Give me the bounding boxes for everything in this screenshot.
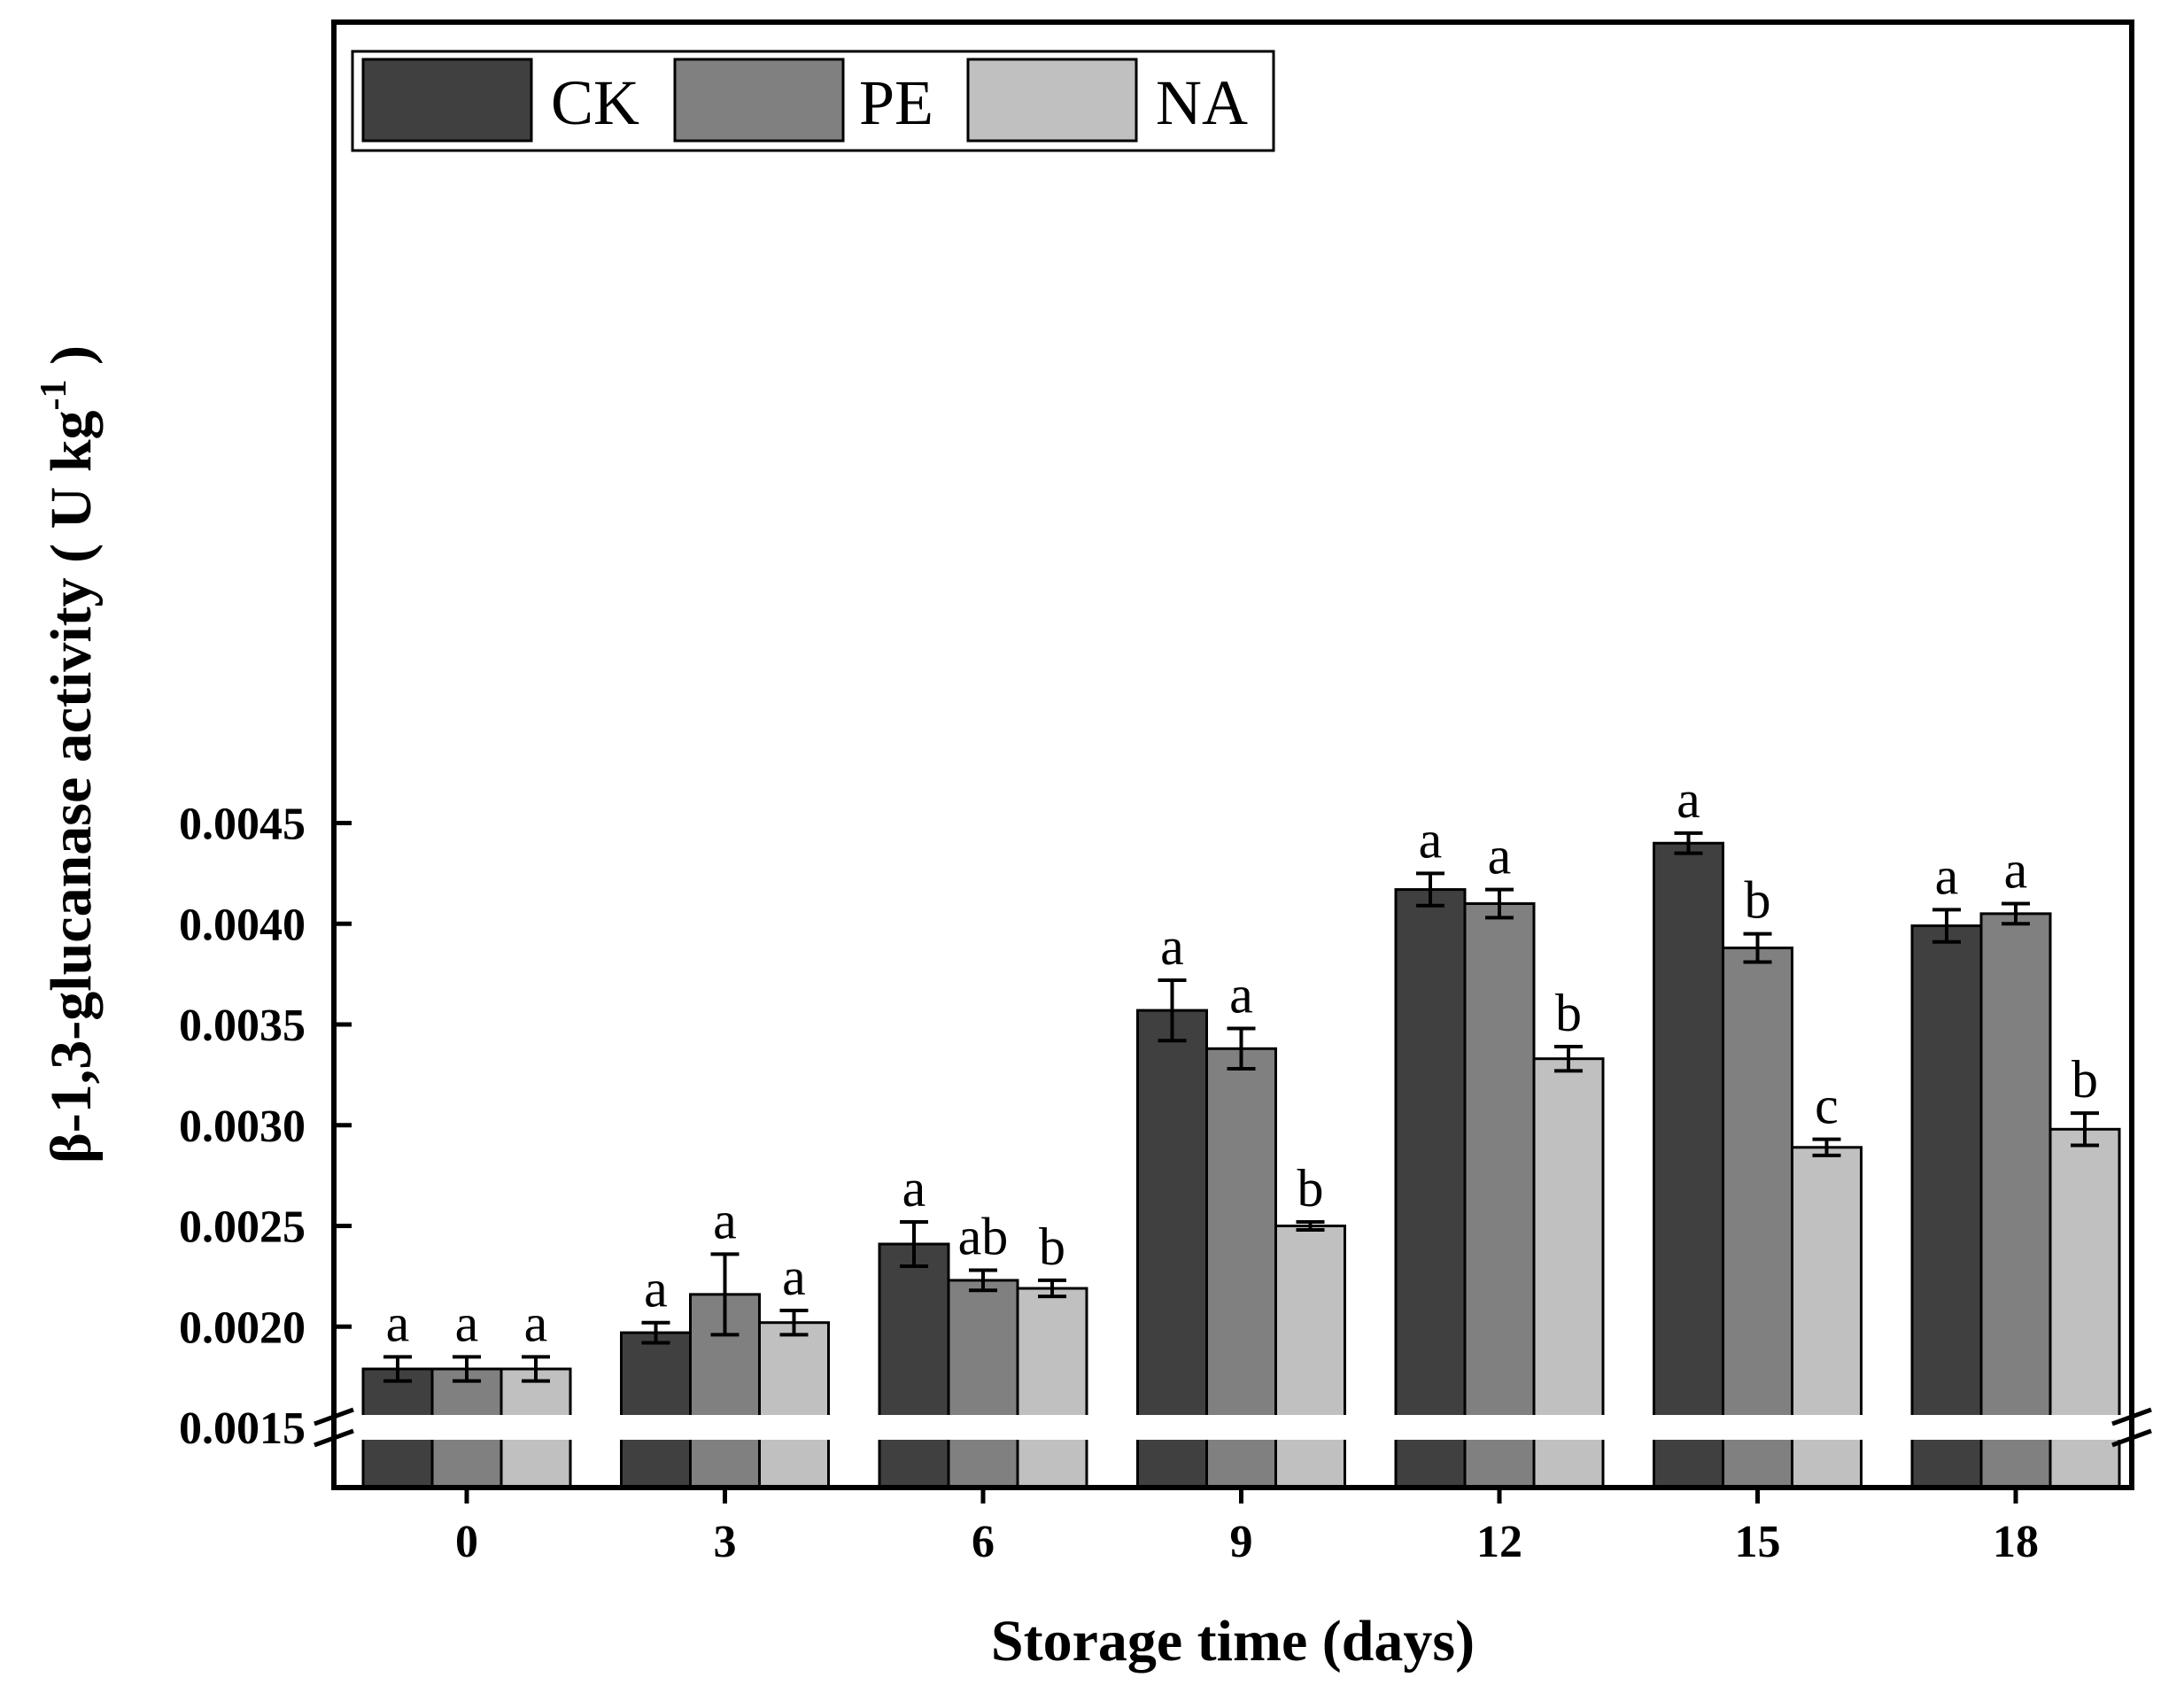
bar-CK-day-18 xyxy=(1910,924,1983,1489)
bar-NA-day-3 xyxy=(758,1321,830,1489)
legend-label-NA: NA xyxy=(1156,67,1248,138)
error-bar-NA-day-0 xyxy=(522,1355,550,1383)
error-bars-layer xyxy=(383,831,2099,1383)
y-tick-label: 0.0035 xyxy=(179,1001,306,1051)
significance-letter-NA-day-15: c xyxy=(1815,1077,1839,1135)
bar-PE-day-18 xyxy=(1979,912,2052,1489)
y-axis: 0.0015 0.0020 0.0025 0.0030 0.0035 0.0040 0.00… xyxy=(179,800,352,1454)
error-bar-PE-day-0 xyxy=(453,1355,481,1383)
significance-letter-PE-day-12: a xyxy=(1488,827,1512,885)
bar-CK-day-3 xyxy=(620,1331,692,1489)
y-axis-title-main: β-1,3-glucanase activity ( U kg xyxy=(39,410,104,1163)
significance-letter-CK-day-6: a xyxy=(902,1159,926,1218)
error-bar-PE-day-15 xyxy=(1743,932,1772,964)
significance-letter-CK-day-0: a xyxy=(386,1294,410,1352)
legend-swatch-PE xyxy=(673,58,845,143)
bar-PE-day-15 xyxy=(1722,947,1793,1489)
y-axis-title: β-1,3-glucanase activity ( U kg-1 ) xyxy=(34,345,104,1163)
legend-swatch-CK xyxy=(361,58,533,143)
y-tick-label: 0.0030 xyxy=(179,1102,306,1152)
y-tick-label: 0.0020 xyxy=(179,1303,306,1353)
error-bar-CK-day-0 xyxy=(383,1355,412,1383)
error-bar-CK-day-12 xyxy=(1416,871,1444,908)
y-axis-title-end: ) xyxy=(39,345,104,379)
bar-CK-day-9 xyxy=(1136,1009,1208,1489)
error-bar-CK-day-6 xyxy=(900,1219,928,1268)
bars-layer xyxy=(361,841,2121,1489)
y-tick-label: 0.0040 xyxy=(179,900,306,950)
significance-letter-PE-day-9: a xyxy=(1229,966,1253,1024)
error-bar-CK-day-15 xyxy=(1674,831,1703,855)
x-axis: 0 3 6 9 12 15 18 xyxy=(455,1488,2039,1567)
error-bar-NA-day-18 xyxy=(2071,1111,2099,1148)
x-tick-label-day-9: 9 xyxy=(1230,1517,1253,1567)
legend-swatch-NA xyxy=(966,58,1138,143)
axis-break-gap xyxy=(316,1415,2149,1440)
significance-letter-PE-day-18: a xyxy=(2004,841,2028,900)
error-bar-PE-day-18 xyxy=(2002,901,2030,926)
error-bar-CK-day-18 xyxy=(1932,908,1961,944)
y-axis-title-superscript: -1 xyxy=(34,379,74,410)
legend-label-CK: CK xyxy=(551,67,639,138)
error-bar-NA-day-3 xyxy=(779,1309,809,1337)
error-bar-NA-day-9 xyxy=(1296,1219,1325,1233)
significance-letter-CK-day-12: a xyxy=(1419,810,1443,869)
y-tick-label: 0.0015 xyxy=(179,1403,306,1454)
x-axis-title: Storage time (days) xyxy=(991,1609,1475,1674)
error-bar-NA-day-6 xyxy=(1038,1278,1066,1299)
error-bar-PE-day-9 xyxy=(1227,1026,1256,1071)
significance-letter-NA-day-18: b xyxy=(2072,1050,2098,1109)
bar-PE-day-6 xyxy=(947,1279,1019,1489)
legend-label-PE: PE xyxy=(859,67,933,138)
y-tick-label: 0.0045 xyxy=(179,800,306,850)
x-tick-label-day-18: 18 xyxy=(1993,1517,2039,1567)
significance-letter-PE-day-6: ab xyxy=(958,1208,1009,1266)
error-bar-PE-day-12 xyxy=(1485,887,1514,920)
error-bar-PE-day-6 xyxy=(969,1268,997,1293)
x-tick-label-day-3: 3 xyxy=(714,1517,737,1567)
error-bar-NA-day-12 xyxy=(1554,1045,1583,1073)
significance-letter-PE-day-3: a xyxy=(713,1191,737,1249)
error-bar-CK-day-3 xyxy=(641,1320,670,1345)
y-tick-label: 0.0025 xyxy=(179,1202,306,1253)
error-bar-PE-day-3 xyxy=(710,1252,740,1337)
significance-letter-NA-day-12: b xyxy=(1555,984,1582,1042)
plot-frame xyxy=(331,19,2134,1490)
error-bar-CK-day-9 xyxy=(1158,978,1187,1043)
significance-letter-NA-day-6: b xyxy=(1039,1218,1065,1276)
axis-break-layer xyxy=(314,1407,2152,1448)
x-tick-label-day-0: 0 xyxy=(455,1517,478,1567)
error-bar-NA-day-15 xyxy=(1812,1137,1841,1157)
x-tick-label-day-12: 12 xyxy=(1476,1517,1522,1567)
bar-PE-day-12 xyxy=(1463,902,1536,1489)
legend: CK PE NA xyxy=(351,50,1275,152)
bar-NA-day-6 xyxy=(1016,1287,1088,1489)
significance-letter-CK-day-3: a xyxy=(644,1260,668,1318)
significance-letter-NA-day-0: a xyxy=(524,1294,548,1352)
x-tick-label-day-15: 15 xyxy=(1735,1517,1781,1567)
bar-CK-day-15 xyxy=(1653,841,1724,1489)
x-tick-label-day-6: 6 xyxy=(972,1517,995,1567)
bar-NA-day-9 xyxy=(1274,1225,1346,1489)
significance-letter-NA-day-3: a xyxy=(782,1248,806,1306)
significance-letter-NA-day-9: b xyxy=(1297,1159,1324,1218)
significance-letter-PE-day-0: a xyxy=(455,1294,479,1352)
bar-CK-day-6 xyxy=(878,1242,950,1489)
significance-letter-CK-day-15: a xyxy=(1677,770,1700,829)
bar-CK-day-12 xyxy=(1394,888,1467,1489)
significance-letter-CK-day-18: a xyxy=(1935,846,1959,905)
significance-letter-CK-day-9: a xyxy=(1160,917,1184,976)
significance-letter-PE-day-15: b xyxy=(1745,871,1771,930)
